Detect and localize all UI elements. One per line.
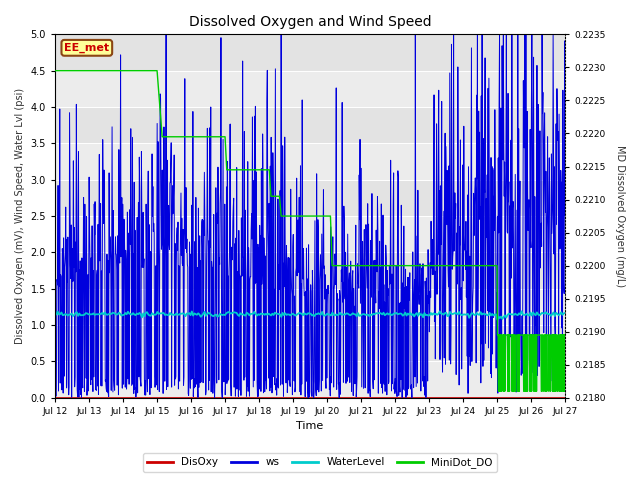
Text: EE_met: EE_met	[64, 43, 109, 53]
Bar	[55, 216, 565, 252]
Legend: DisOxy, ws, WaterLevel, MiniDot_DO: DisOxy, ws, WaterLevel, MiniDot_DO	[143, 453, 497, 472]
Bar	[55, 289, 565, 325]
Bar	[55, 361, 565, 398]
Bar	[55, 144, 565, 180]
Title: Dissolved Oxygen and Wind Speed: Dissolved Oxygen and Wind Speed	[189, 15, 431, 29]
Y-axis label: Dissolved Oxygen (mV), Wind Speed, Water Lvl (psi): Dissolved Oxygen (mV), Wind Speed, Water…	[15, 88, 25, 344]
Bar	[55, 107, 565, 144]
Bar	[55, 252, 565, 289]
Bar	[55, 325, 565, 361]
Bar	[55, 35, 565, 71]
Bar	[55, 180, 565, 216]
X-axis label: Time: Time	[296, 421, 324, 432]
Y-axis label: MD Dissolved Oxygen (mg/L): MD Dissolved Oxygen (mg/L)	[615, 145, 625, 287]
Bar	[55, 71, 565, 107]
